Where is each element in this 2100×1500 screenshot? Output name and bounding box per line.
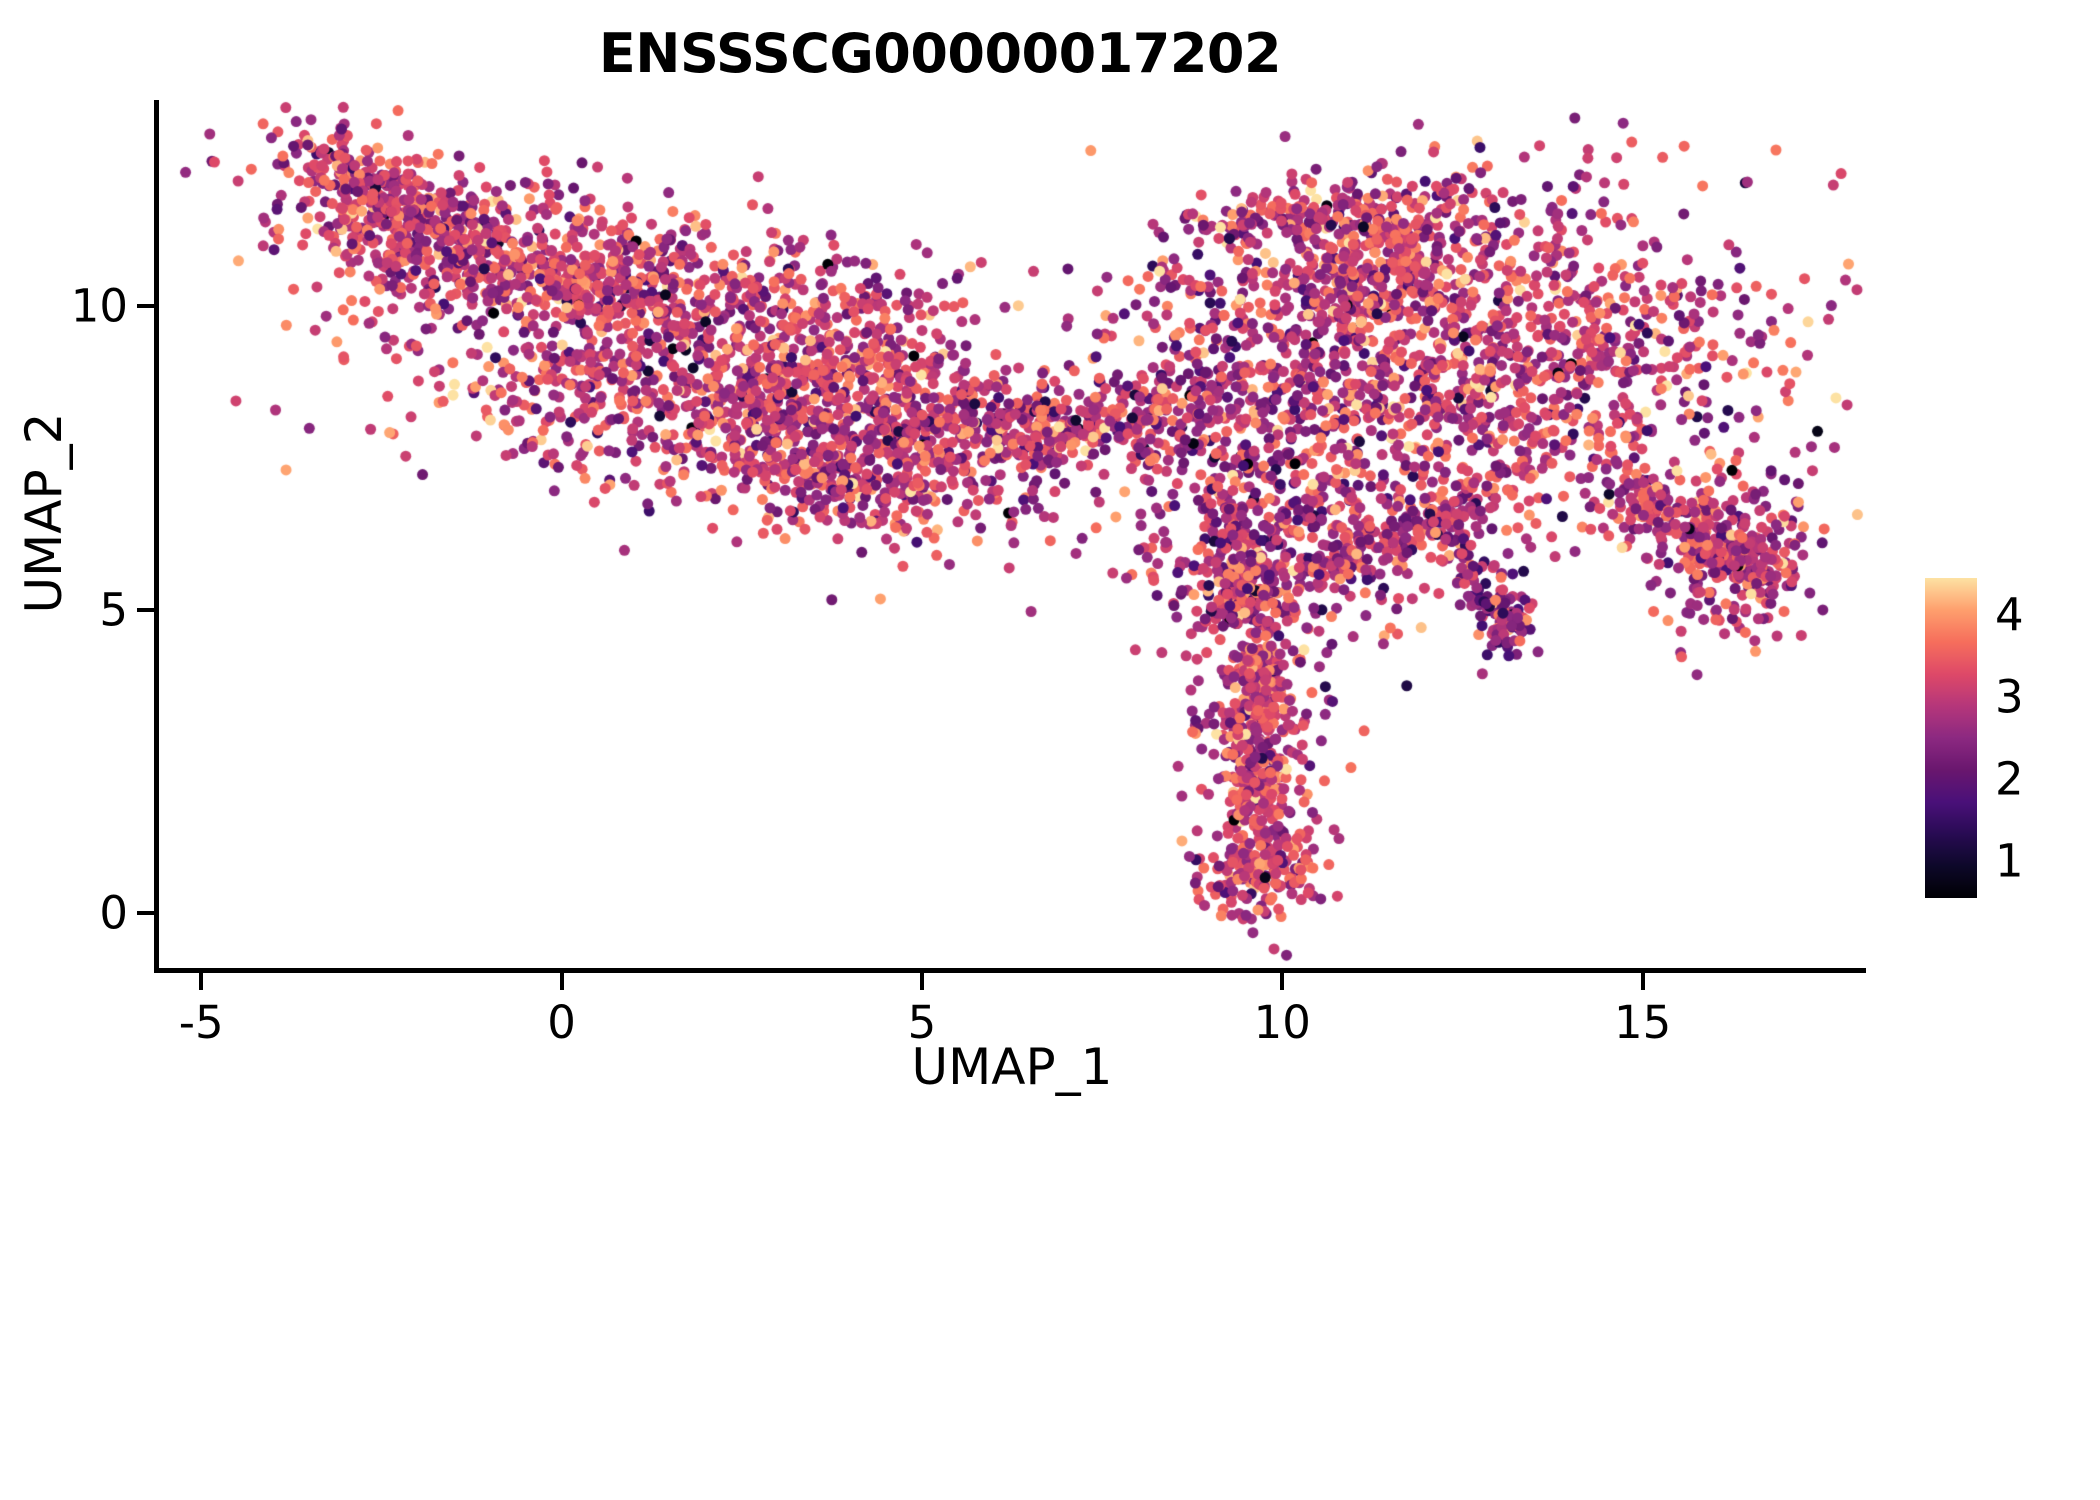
x-tick-mark <box>1280 973 1285 990</box>
colorbar-tick-label: 1 <box>1995 834 2024 888</box>
y-tick-label: 10 <box>70 279 128 333</box>
colorbar-tick-mark <box>1966 1437 1977 1442</box>
x-tick-mark <box>1640 973 1645 990</box>
y-tick-mark <box>137 911 154 916</box>
x-tick-mark <box>559 973 564 990</box>
colorbar-tick-label: 2 <box>1995 752 2024 806</box>
x-tick-label: 5 <box>907 996 937 1049</box>
colorbar-tick-label: 4 <box>1995 588 2024 642</box>
scatter-plot <box>158 100 1866 968</box>
y-tick-mark <box>137 304 154 309</box>
x-axis-spine <box>154 968 1866 973</box>
colorbar-tick-mark <box>1966 1272 1977 1277</box>
y-axis-spine <box>154 100 159 972</box>
colorbar-gradient <box>1925 578 1977 1442</box>
colorbar-tick-mark <box>1925 1272 1936 1277</box>
y-tick-label: 5 <box>99 583 128 637</box>
x-tick-label: 0 <box>547 996 576 1049</box>
x-tick-label: 15 <box>1613 996 1672 1049</box>
colorbar-tick-mark <box>1925 1355 1936 1360</box>
colorbar-tick-mark <box>1966 1355 1977 1360</box>
plot-area <box>158 100 1866 968</box>
colorbar-tick-mark <box>1925 1190 1936 1195</box>
colorbar-tick-mark <box>1925 1437 1936 1442</box>
colorbar-tick-mark <box>1966 1190 1977 1195</box>
x-tick-mark <box>919 973 924 990</box>
page-title: ENSSSCG00000017202 <box>598 22 1282 85</box>
x-tick-mark <box>199 973 204 990</box>
y-axis-label: UMAP_2 <box>15 412 73 614</box>
x-tick-label: 10 <box>1253 996 1311 1049</box>
y-tick-label: 0 <box>99 886 128 940</box>
x-axis-label: UMAP_1 <box>911 1038 1113 1096</box>
colorbar-tick-label: 3 <box>1995 670 2024 724</box>
y-tick-mark <box>137 607 154 612</box>
x-tick-label: -5 <box>178 996 224 1049</box>
